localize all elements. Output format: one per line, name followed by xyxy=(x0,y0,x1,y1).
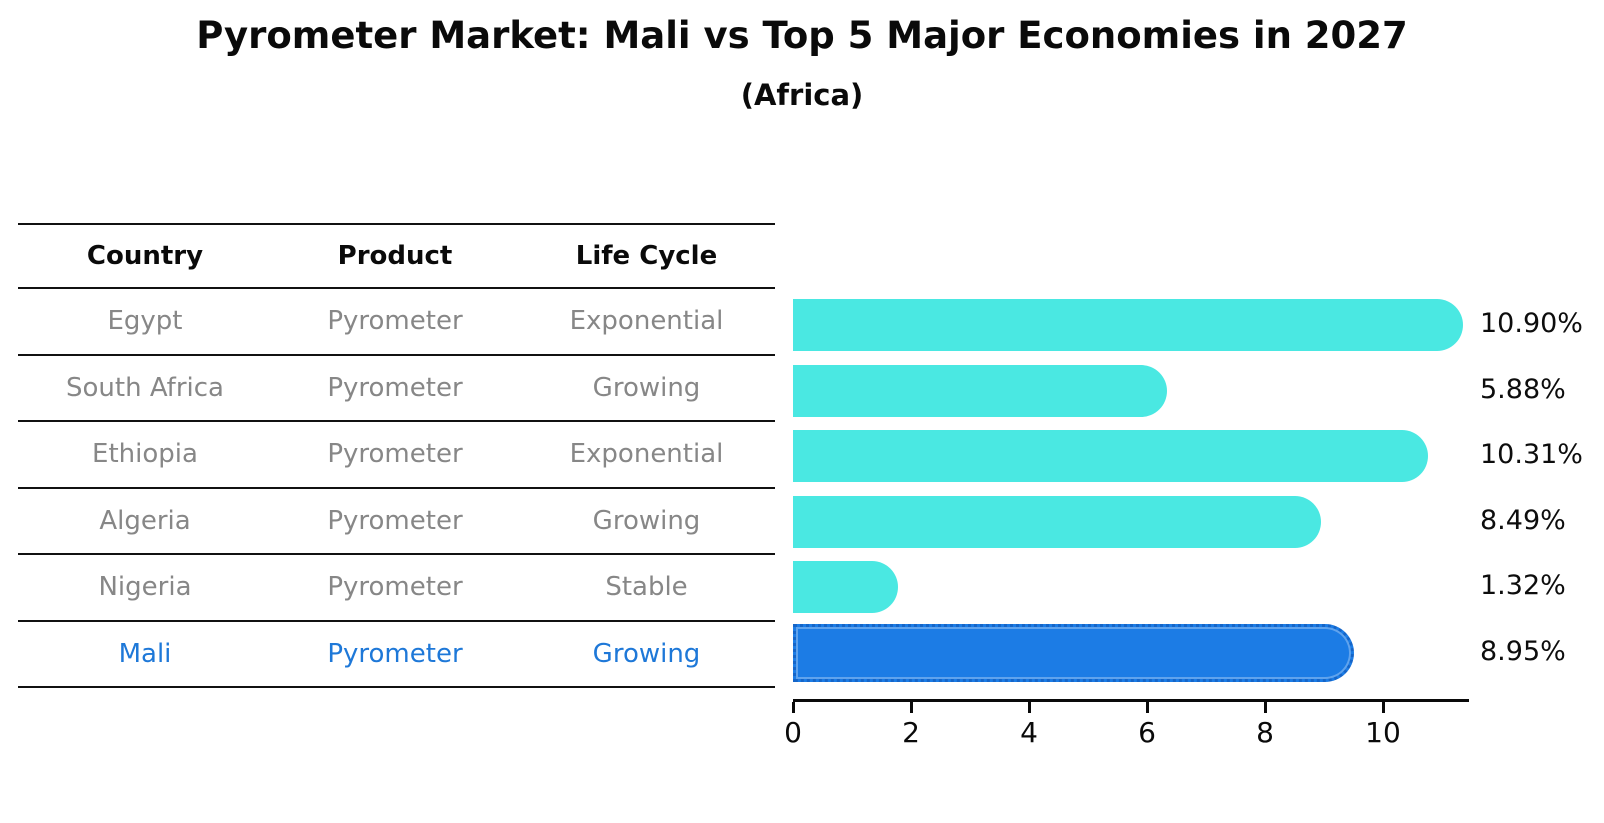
value-label-ethiopia: 10.31% xyxy=(1480,439,1583,470)
header-cell-life-cycle: Life Cycle xyxy=(575,241,718,271)
value-label-algeria: 8.49% xyxy=(1480,504,1566,536)
table-row-nigeria: Nigeria Pyrometer Stable xyxy=(18,555,775,622)
table-row-algeria: Algeria Pyrometer Growing xyxy=(18,489,775,555)
table-row-south-africa: South Africa Pyrometer Growing xyxy=(18,356,775,422)
table-cell-life-cycle: Stable xyxy=(605,572,688,603)
x-axis-tick xyxy=(1381,702,1385,713)
table-row-egypt: Egypt Pyrometer Exponential xyxy=(18,289,775,356)
bar-egypt xyxy=(793,299,1464,351)
table-cell-country: Mali xyxy=(118,638,172,669)
data-table: Country Product Life Cycle Egypt Pyromete… xyxy=(18,223,775,688)
x-axis-line xyxy=(793,699,1469,702)
table-header-row: Country Product Life Cycle xyxy=(18,223,775,289)
bar-algeria xyxy=(793,495,1321,548)
table-cell-life-cycle: Growing xyxy=(592,372,701,403)
value-label-egypt: 10.90% xyxy=(1480,308,1583,339)
table-cell-product: Pyrometer xyxy=(327,638,463,669)
x-axis-tick xyxy=(791,702,795,713)
x-axis-tick xyxy=(909,702,913,713)
table-row-mali: Mali Pyrometer Growing xyxy=(18,622,775,688)
table-cell-product: Pyrometer xyxy=(327,306,463,337)
table-cell-country: Egypt xyxy=(107,306,183,337)
table-cell-country: South Africa xyxy=(66,372,224,403)
x-axis-tick-label: 4 xyxy=(1020,716,1038,749)
table-body: Egypt Pyrometer Exponential South Africa Pyr… xyxy=(18,289,775,688)
x-axis-tick-label: 2 xyxy=(902,716,920,749)
x-axis-tick-label: 10 xyxy=(1365,716,1401,749)
table-cell-product: Pyrometer xyxy=(327,572,463,603)
x-axis-tick-label: 0 xyxy=(784,716,802,749)
table-cell-life-cycle: Growing xyxy=(592,505,701,536)
table-cell-country: Ethiopia xyxy=(92,439,198,470)
value-label-mali: 8.95% xyxy=(1480,635,1566,667)
table-cell-product: Pyrometer xyxy=(327,372,463,403)
chart-title: Pyrometer Market: Mali vs Top 5 Major Ec… xyxy=(196,14,1408,57)
bar-mali xyxy=(793,623,1355,682)
bar-ethiopia xyxy=(793,430,1429,482)
table-cell-life-cycle: Exponential xyxy=(569,439,724,470)
header-cell-country: Country xyxy=(86,241,204,271)
x-axis-tick-label: 8 xyxy=(1256,716,1274,749)
chart-subtitle: (Africa) xyxy=(740,78,864,112)
header-cell-product: Product xyxy=(337,241,453,271)
value-label-south-africa: 5.88% xyxy=(1480,373,1566,405)
table-cell-product: Pyrometer xyxy=(327,439,463,470)
table-cell-country: Algeria xyxy=(99,505,191,536)
table-cell-country: Nigeria xyxy=(98,572,192,603)
x-axis-tick xyxy=(1027,702,1031,713)
table-row-ethiopia: Ethiopia Pyrometer Exponential xyxy=(18,422,775,489)
table-cell-product: Pyrometer xyxy=(327,505,463,536)
x-axis-tick xyxy=(1145,702,1149,713)
x-axis-tick-label: 6 xyxy=(1138,716,1156,749)
table-cell-life-cycle: Exponential xyxy=(569,306,724,337)
x-axis-tick xyxy=(1263,702,1267,713)
bar-nigeria xyxy=(793,561,898,613)
table-cell-life-cycle: Growing xyxy=(592,638,701,669)
value-label-nigeria: 1.32% xyxy=(1480,570,1566,601)
bar-south-africa xyxy=(793,364,1167,417)
